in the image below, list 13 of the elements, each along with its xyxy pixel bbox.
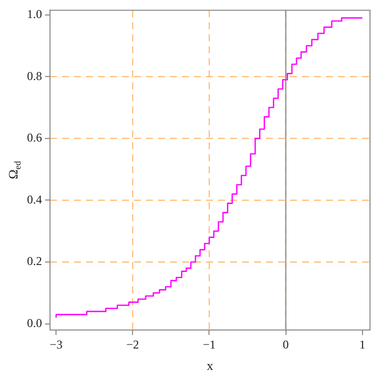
y-tick-label: 1.0 xyxy=(27,6,42,21)
x-axis-title: x xyxy=(206,358,214,373)
x-tick-label: −3 xyxy=(50,337,63,352)
y-axis-title: Ωed xyxy=(5,160,22,180)
y-tick-label: 0.4 xyxy=(27,192,42,206)
y-tick-label: 0.0 xyxy=(27,316,42,330)
x-tick-label: −2 xyxy=(126,337,140,352)
y-tick-label: 0.2 xyxy=(27,254,42,268)
y-tick-label: 0.6 xyxy=(27,130,42,145)
x-tick-label: 0 xyxy=(282,337,289,352)
x-tick-label: 1 xyxy=(359,337,366,352)
y-tick-label: 0.8 xyxy=(27,68,42,83)
x-tick-label: −1 xyxy=(202,337,216,352)
